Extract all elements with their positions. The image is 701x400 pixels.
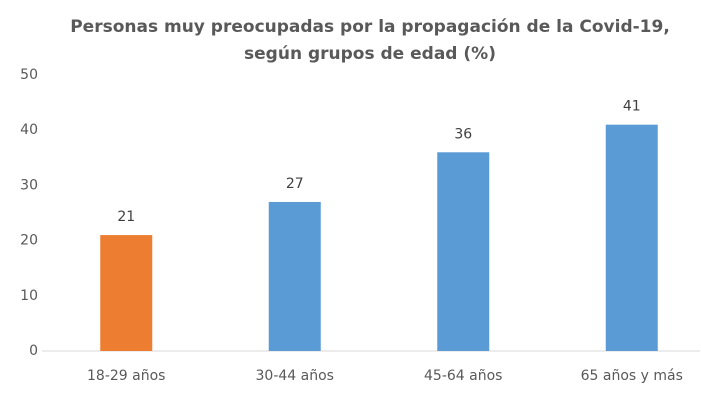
value-label: 41 bbox=[623, 99, 641, 115]
bar bbox=[268, 201, 321, 351]
y-tick-label: 50 bbox=[20, 67, 38, 83]
y-tick-label: 0 bbox=[29, 343, 38, 359]
bar bbox=[437, 152, 490, 351]
value-label: 36 bbox=[454, 126, 472, 142]
value-label: 21 bbox=[117, 209, 135, 225]
x-tick-label: 30-44 años bbox=[256, 368, 334, 384]
x-tick-label: 45-64 años bbox=[424, 368, 502, 384]
y-tick-label: 10 bbox=[20, 288, 38, 304]
bar bbox=[100, 235, 153, 351]
bar bbox=[605, 124, 658, 352]
chart-title: Personas muy preocupadas por la propagac… bbox=[70, 17, 670, 37]
y-tick-label: 40 bbox=[20, 122, 38, 138]
value-label: 27 bbox=[286, 176, 304, 192]
y-tick-label: 20 bbox=[20, 233, 38, 249]
y-tick-label: 30 bbox=[20, 177, 38, 193]
x-tick-label: 18-29 años bbox=[87, 368, 165, 384]
chart-title: según grupos de edad (%) bbox=[244, 44, 496, 64]
x-tick-label: 65 años y más bbox=[581, 368, 683, 384]
